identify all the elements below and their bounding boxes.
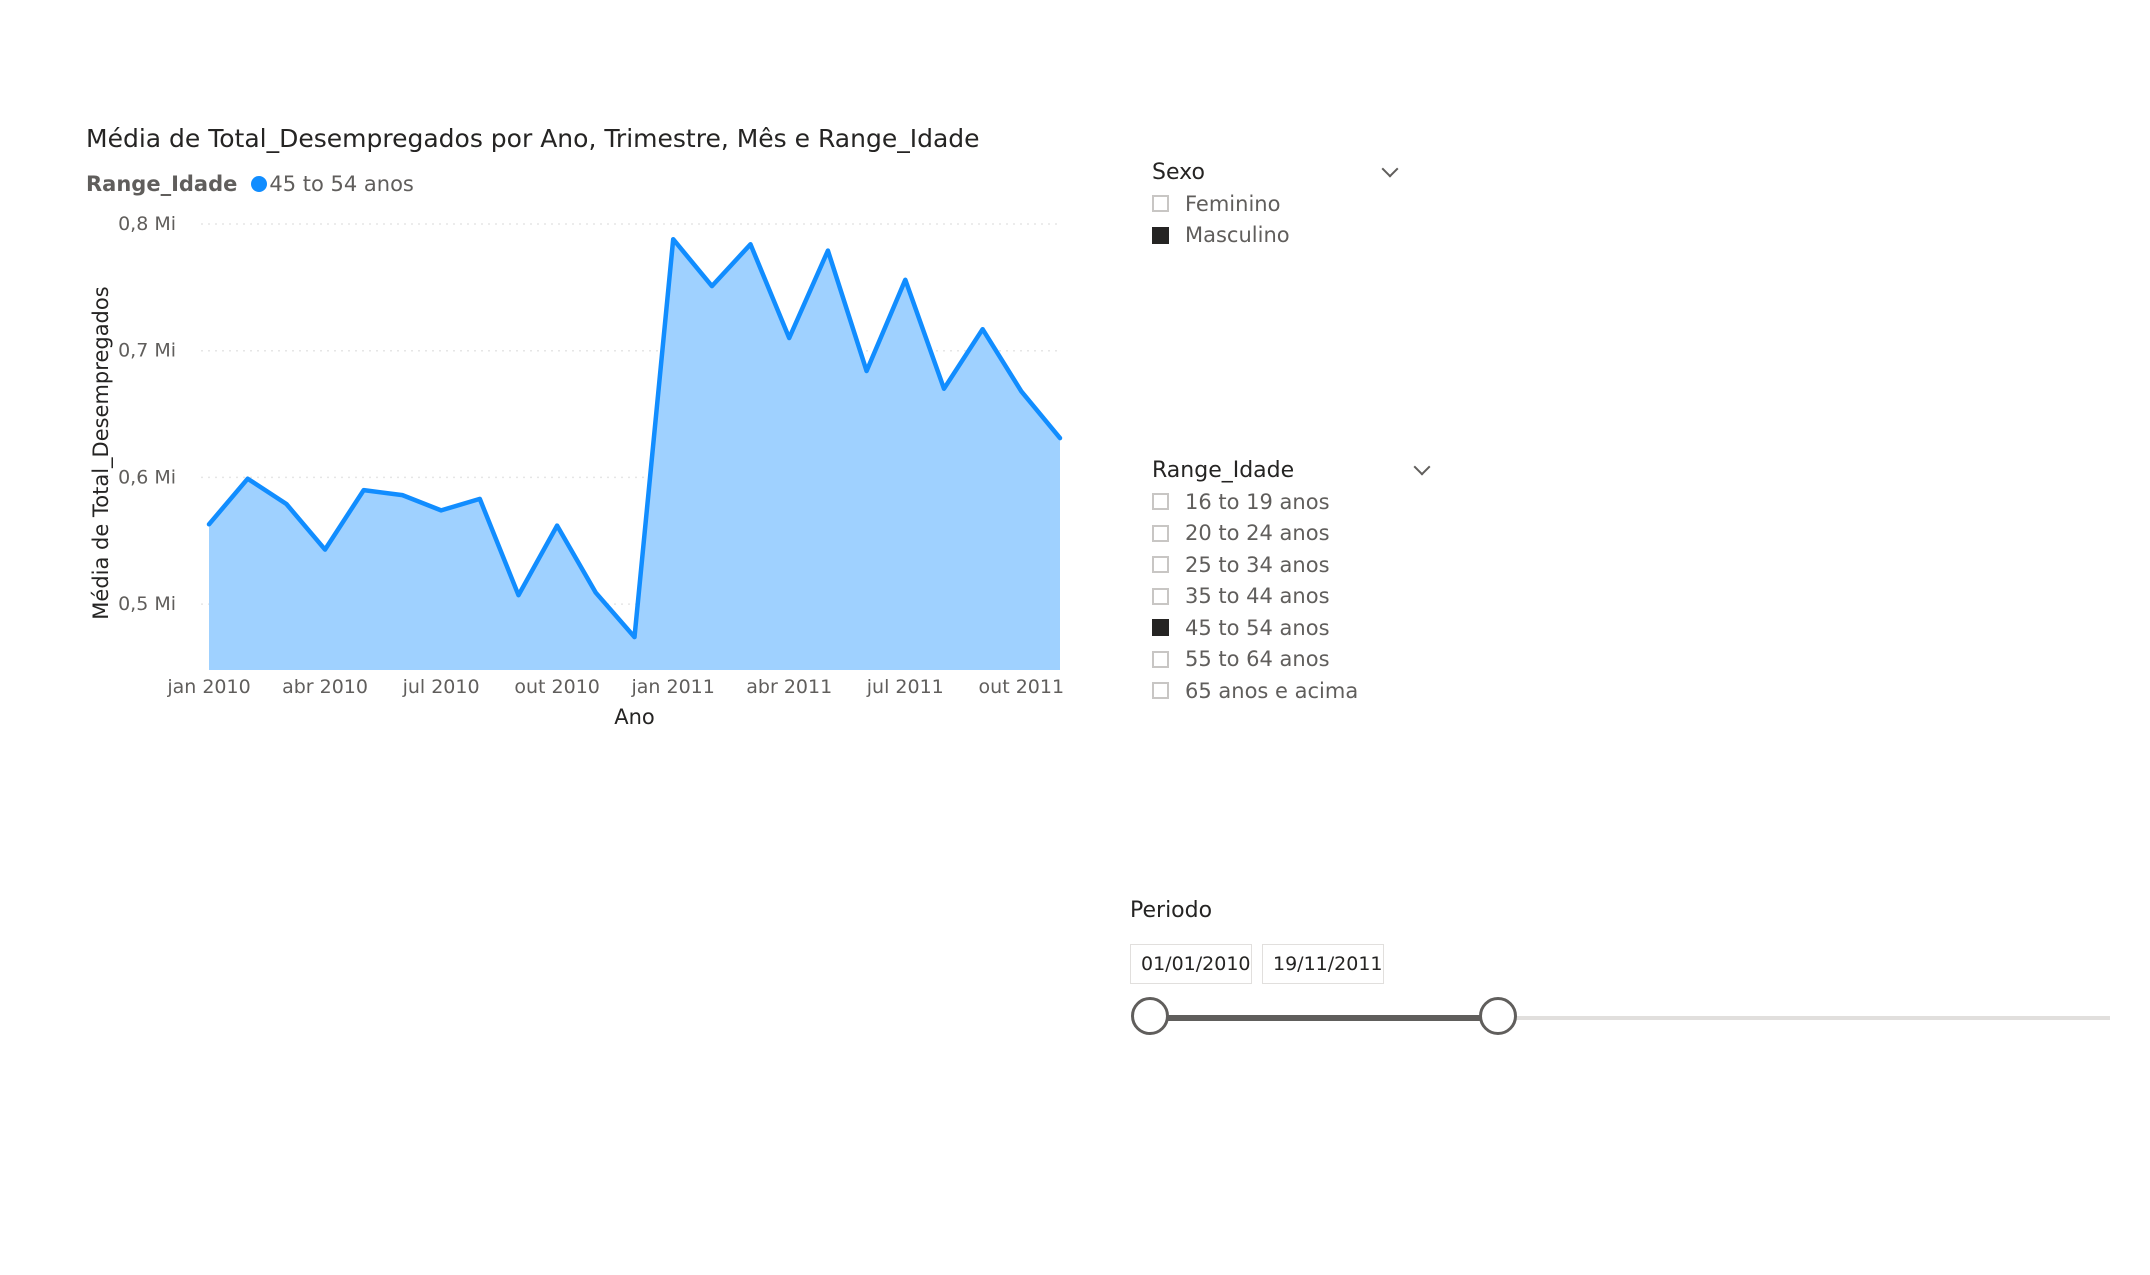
x-tick-label: out 2011 bbox=[979, 676, 1065, 698]
y-tick-label: 0,6 Mi bbox=[118, 466, 176, 488]
slicer-item-label: 55 to 64 anos bbox=[1185, 647, 1330, 672]
data-point bbox=[824, 247, 832, 255]
data-point bbox=[437, 506, 445, 514]
slicer-item[interactable]: 45 to 54 anos bbox=[1152, 612, 1434, 644]
slicer-item-label: 20 to 24 anos bbox=[1185, 521, 1330, 546]
x-tick-label: out 2010 bbox=[514, 676, 600, 698]
slicer-item[interactable]: 25 to 34 anos bbox=[1152, 549, 1434, 581]
checkbox-unchecked[interactable] bbox=[1152, 682, 1169, 700]
data-point bbox=[785, 334, 793, 342]
series-area-45-54 bbox=[209, 239, 1060, 670]
slicer-item-label: Feminino bbox=[1185, 191, 1281, 216]
end-date-input[interactable]: 19/11/2011 bbox=[1262, 944, 1384, 984]
unemployment-chart[interactable]: Média de Total_Desempregados por Ano, Tr… bbox=[80, 110, 1090, 760]
slicer-item-label: 35 to 44 anos bbox=[1185, 584, 1330, 609]
legend-item-label[interactable]: 45 to 54 anos bbox=[269, 172, 414, 196]
slicer-item[interactable]: 55 to 64 anos bbox=[1152, 644, 1434, 676]
sexo-slicer: Sexo Feminino Masculino bbox=[1152, 156, 1402, 251]
chart-legend: Range_Idade 45 to 54 anos bbox=[86, 172, 414, 196]
periodo-title: Periodo bbox=[1130, 898, 1213, 923]
data-point bbox=[1017, 387, 1025, 395]
slicer-item-label: 65 anos e acima bbox=[1185, 678, 1359, 703]
sexo-slicer-header[interactable]: Sexo bbox=[1152, 156, 1402, 188]
chevron-down-icon[interactable] bbox=[1413, 458, 1431, 476]
slicer-item[interactable]: 35 to 44 anos bbox=[1152, 581, 1434, 613]
data-point bbox=[553, 522, 561, 530]
x-tick-label: jul 2010 bbox=[402, 676, 480, 698]
data-point bbox=[244, 475, 252, 483]
range-idade-slicer-title: Range_Idade bbox=[1152, 457, 1295, 483]
checkbox-checked[interactable] bbox=[1152, 619, 1169, 637]
range-slider-start-handle[interactable] bbox=[1131, 997, 1169, 1035]
chart-title: Média de Total_Desempregados por Ano, Tr… bbox=[86, 124, 980, 153]
x-axis-title: Ano bbox=[614, 705, 655, 729]
data-point bbox=[979, 325, 987, 333]
range-slider-fill bbox=[1150, 1015, 1498, 1021]
sexo-slicer-title: Sexo bbox=[1152, 159, 1205, 185]
data-point bbox=[398, 491, 406, 499]
x-tick-label: jan 2011 bbox=[631, 676, 715, 698]
slicer-item[interactable]: 20 to 24 anos bbox=[1152, 518, 1434, 550]
y-tick-label: 0,7 Mi bbox=[118, 340, 176, 362]
data-point bbox=[515, 591, 523, 599]
data-point bbox=[708, 282, 716, 290]
data-point bbox=[360, 486, 368, 494]
data-point bbox=[901, 276, 909, 284]
legend-title: Range_Idade bbox=[86, 172, 238, 196]
series-line-45-54 bbox=[206, 236, 1063, 640]
periodo-slicer: Periodo 01/01/2010 19/11/2011 bbox=[1130, 898, 2120, 1038]
x-tick-label: jan 2010 bbox=[166, 676, 250, 698]
data-point bbox=[592, 589, 600, 597]
slicer-item-label: 25 to 34 anos bbox=[1185, 552, 1330, 577]
y-axis-title: Média de Total_Desempregados bbox=[89, 286, 114, 619]
data-point bbox=[669, 235, 677, 243]
chevron-down-icon[interactable] bbox=[1381, 160, 1399, 178]
slicer-item[interactable]: Masculino bbox=[1152, 220, 1402, 252]
y-tick-label: 0,5 Mi bbox=[118, 593, 176, 615]
slicer-item[interactable]: 16 to 19 anos bbox=[1152, 486, 1434, 518]
slicer-item-label: 45 to 54 anos bbox=[1185, 615, 1330, 640]
slicer-item[interactable]: 65 anos e acima bbox=[1152, 675, 1434, 707]
slicer-item-label: 16 to 19 anos bbox=[1185, 489, 1330, 514]
data-point bbox=[321, 546, 329, 554]
data-point bbox=[476, 495, 484, 503]
range-idade-slicer-list: 16 to 19 anos 20 to 24 anos 25 to 34 anos 3… bbox=[1152, 486, 1434, 707]
x-tick-label: abr 2010 bbox=[282, 676, 368, 698]
checkbox-unchecked[interactable] bbox=[1152, 650, 1169, 668]
legend-marker bbox=[251, 176, 268, 192]
data-point bbox=[1056, 434, 1064, 442]
sexo-slicer-list: Feminino Masculino bbox=[1152, 188, 1402, 251]
data-point bbox=[205, 520, 213, 528]
chart-plot: 0,5 Mi 0,6 Mi 0,7 Mi 0,8 Mi jan 2010 abr 2010… bbox=[89, 213, 1065, 729]
range-slider-track[interactable] bbox=[1150, 1016, 2110, 1020]
data-point bbox=[282, 500, 290, 508]
start-date-input[interactable]: 01/01/2010 bbox=[1130, 944, 1252, 984]
checkbox-checked[interactable] bbox=[1152, 226, 1169, 244]
slicer-item-label: Masculino bbox=[1185, 223, 1290, 248]
data-point bbox=[940, 385, 948, 393]
checkbox-unchecked[interactable] bbox=[1152, 493, 1169, 511]
checkbox-unchecked[interactable] bbox=[1152, 556, 1169, 574]
range-idade-slicer: Range_Idade 16 to 19 anos 20 to 24 anos 25… bbox=[1152, 454, 1434, 707]
x-tick-label: jul 2011 bbox=[866, 676, 944, 698]
x-tick-label: abr 2011 bbox=[746, 676, 832, 698]
data-point bbox=[747, 240, 755, 248]
data-point bbox=[863, 367, 871, 375]
checkbox-unchecked[interactable] bbox=[1152, 524, 1169, 542]
range-slider-end-handle[interactable] bbox=[1479, 997, 1517, 1035]
checkbox-unchecked[interactable] bbox=[1152, 195, 1169, 213]
slicer-item[interactable]: Feminino bbox=[1152, 188, 1402, 220]
y-tick-label: 0,8 Mi bbox=[118, 213, 176, 235]
range-idade-slicer-header[interactable]: Range_Idade bbox=[1152, 454, 1434, 486]
checkbox-unchecked[interactable] bbox=[1152, 587, 1169, 605]
data-point bbox=[631, 633, 639, 641]
